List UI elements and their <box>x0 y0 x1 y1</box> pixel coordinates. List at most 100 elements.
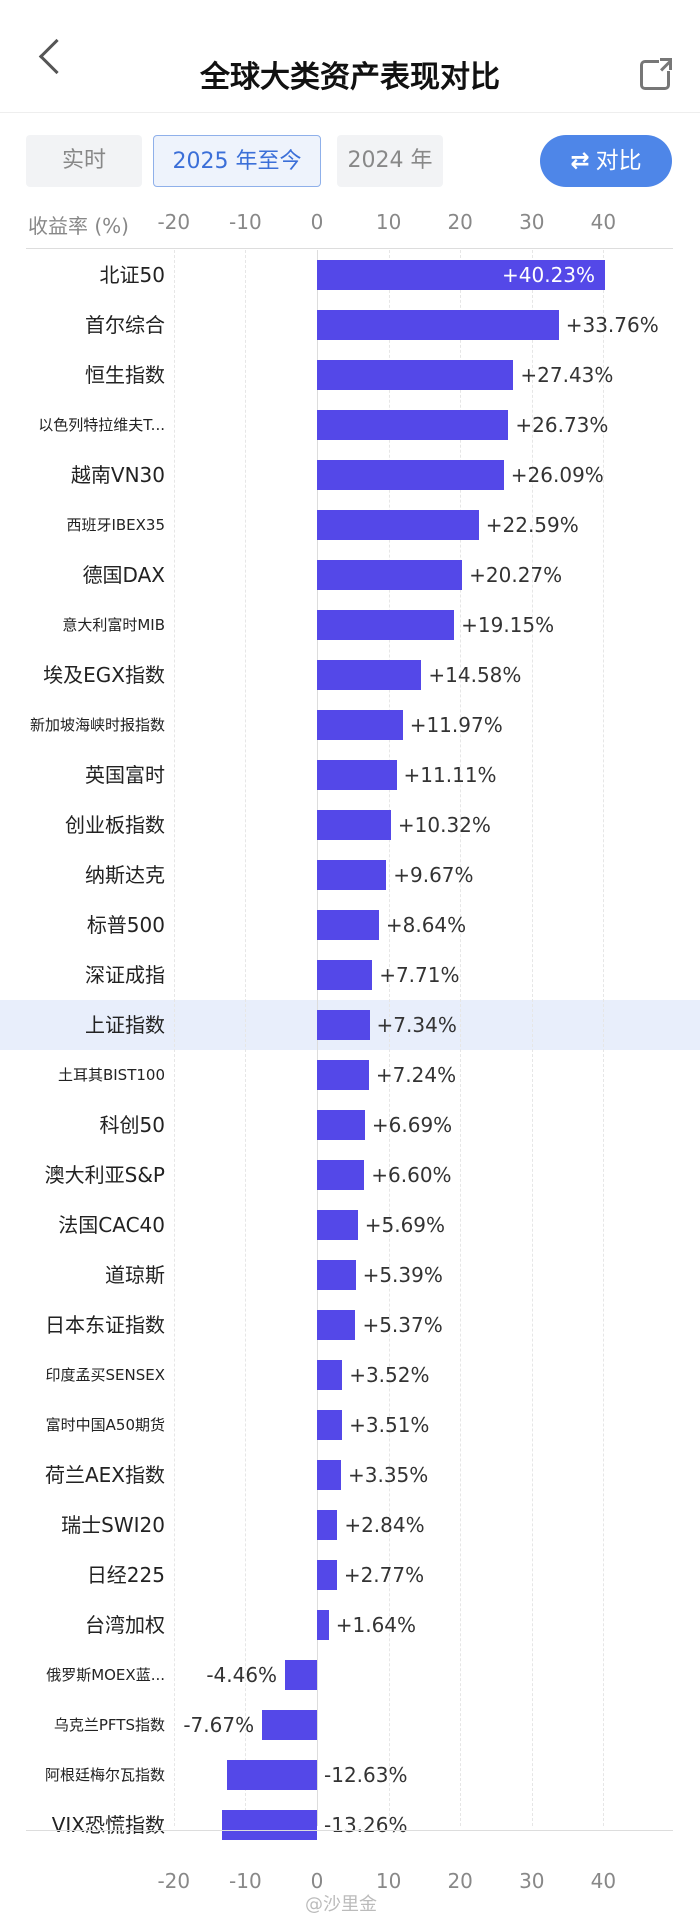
axis-tick: 40 <box>590 210 617 234</box>
axis-top-line <box>26 248 673 249</box>
value-label: +19.15% <box>461 613 555 637</box>
category-label: 标普500 <box>86 913 165 937</box>
bar-row[interactable]: 荷兰AEX指数 +3.35% <box>0 1450 700 1500</box>
bar-row[interactable]: 首尔综合 +33.76% <box>0 300 700 350</box>
bar <box>317 560 463 590</box>
bar <box>317 1610 329 1640</box>
axis-bottom: -20 -10 0 10 20 30 40 <box>0 1869 700 1899</box>
value-label: +6.69% <box>371 1113 453 1137</box>
tab-2024[interactable]: 2024 年 <box>337 135 443 187</box>
compare-button[interactable]: ⇄ 对比 <box>540 135 672 187</box>
value-label: +40.23% <box>502 263 596 287</box>
value-label: +3.51% <box>349 1413 430 1437</box>
bar-row[interactable]: 俄罗斯MOEX蓝... -4.46% <box>0 1650 700 1700</box>
axis-tick: -10 <box>229 1869 262 1893</box>
bar-row[interactable]: 西班牙IBEX35 +22.59% <box>0 500 700 550</box>
axis-tick: -10 <box>229 210 262 234</box>
bar-row[interactable]: 深证成指 +7.71% <box>0 950 700 1000</box>
category-label: 土耳其BIST100 <box>57 1066 165 1084</box>
bar-row[interactable]: 德国DAX +20.27% <box>0 550 700 600</box>
bar-row[interactable]: 日本东证指数 +5.37% <box>0 1300 700 1350</box>
bar <box>317 260 606 290</box>
category-label: 纳斯达克 <box>85 863 165 887</box>
value-label: +7.71% <box>379 963 460 987</box>
bar-row[interactable]: 标普500 +8.64% <box>0 900 700 950</box>
bar-row[interactable]: 新加坡海峡时报指数 +11.97% <box>0 700 700 750</box>
value-label: -4.46% <box>206 1663 278 1687</box>
gridline <box>173 250 176 1826</box>
bar-row[interactable]: 乌克兰PFTS指数 -7.67% <box>0 1700 700 1750</box>
bar-row[interactable]: 台湾加权 +1.64% <box>0 1600 700 1650</box>
swap-icon: ⇄ <box>570 148 590 174</box>
value-label: +5.37% <box>362 1313 443 1337</box>
category-label: 上证指数 <box>85 1013 165 1037</box>
bar-chart: 北证50 +40.23% 首尔综合 +33.76% 恒生指数 +27.43% 以色列特拉维夫… <box>0 250 700 1840</box>
bar-row[interactable]: 越南VN30 +26.09% <box>0 450 700 500</box>
category-label: 荷兰AEX指数 <box>44 1463 165 1487</box>
value-label: +3.52% <box>349 1363 430 1387</box>
category-label: 阿根廷梅尔瓦指数 <box>44 1766 165 1784</box>
bar-row[interactable]: 瑞士SWI20 +2.84% <box>0 1500 700 1550</box>
bar <box>317 310 559 340</box>
category-label: 北证50 <box>99 263 165 287</box>
bar-row[interactable]: 富时中国A50期货 +3.51% <box>0 1400 700 1450</box>
value-label: -7.67% <box>183 1713 255 1737</box>
value-label: +6.60% <box>371 1163 452 1187</box>
bar-row[interactable]: 阿根廷梅尔瓦指数 -12.63% <box>0 1750 700 1800</box>
gridline <box>460 250 462 1826</box>
axis-tick: 30 <box>519 210 545 234</box>
axis-tick: 20 <box>447 1869 473 1893</box>
axis-top: 收益率 (%) -20 -10 0 10 20 30 40 <box>0 210 700 240</box>
bar-row[interactable]: 恒生指数 +27.43% <box>0 350 700 400</box>
category-label: 瑞士SWI20 <box>61 1513 165 1537</box>
bar <box>317 1310 356 1340</box>
tab-2025-ytd[interactable]: 2025 年至今 <box>153 135 321 187</box>
share-icon[interactable] <box>640 57 673 90</box>
compare-button-label: 对比 <box>595 148 642 174</box>
value-label: +11.11% <box>403 763 497 787</box>
bar <box>317 960 373 990</box>
category-label: 首尔综合 <box>85 313 165 337</box>
value-label: +2.77% <box>343 1563 425 1587</box>
axis-tick: 0 <box>310 1869 324 1893</box>
bar-row[interactable]: 上证指数 +7.34% <box>0 1000 700 1050</box>
bar <box>317 410 509 440</box>
bar-row[interactable]: 纳斯达克 +9.67% <box>0 850 700 900</box>
bar-row[interactable]: 意大利富时MIB +19.15% <box>0 600 700 650</box>
axis-tick: -20 <box>157 1869 191 1893</box>
bar-row[interactable]: VIX恐慌指数 -13.26% <box>0 1800 700 1850</box>
bar <box>317 860 387 890</box>
bar-row[interactable]: 土耳其BIST100 +7.24% <box>0 1050 700 1100</box>
bar-row[interactable]: 道琼斯 +5.39% <box>0 1250 700 1300</box>
bar-row[interactable]: 印度孟买SENSEX +3.52% <box>0 1350 700 1400</box>
bar <box>317 610 455 640</box>
page-title: 全球大类资产表现对比 <box>200 60 500 95</box>
bar-row[interactable]: 法国CAC40 +5.69% <box>0 1200 700 1250</box>
bar-row[interactable]: 以色列特拉维夫T... +26.73% <box>0 400 700 450</box>
bar-row[interactable]: 日经225 +2.77% <box>0 1550 700 1600</box>
category-label: 德国DAX <box>82 563 165 587</box>
bar <box>317 1210 358 1240</box>
axis-tick: 10 <box>375 1869 402 1893</box>
bar-row[interactable]: 科创50 +6.69% <box>0 1100 700 1150</box>
bar-row[interactable]: 北证50 +40.23% <box>0 250 700 300</box>
bar <box>317 710 403 740</box>
bar <box>317 1360 343 1390</box>
tab-realtime[interactable]: 实时 <box>26 135 142 187</box>
bar <box>317 1560 337 1590</box>
value-label: +2.84% <box>344 1513 425 1537</box>
bar <box>317 460 504 490</box>
bar <box>317 760 397 790</box>
bar-row[interactable]: 澳大利亚S&P +6.60% <box>0 1150 700 1200</box>
bar <box>317 1510 338 1540</box>
category-label: 埃及EGX指数 <box>43 663 165 687</box>
category-label: 日经225 <box>86 1563 165 1587</box>
value-label: +26.09% <box>510 463 604 487</box>
bar <box>317 810 391 840</box>
bar-row[interactable]: 英国富时 +11.11% <box>0 750 700 800</box>
bar-row[interactable]: 埃及EGX指数 +14.58% <box>0 650 700 700</box>
value-label: +5.39% <box>362 1263 443 1287</box>
bar-row[interactable]: 创业板指数 +10.32% <box>0 800 700 850</box>
category-label: 道琼斯 <box>105 1263 165 1287</box>
axis-unit-label: 收益率 (%) <box>28 214 129 238</box>
